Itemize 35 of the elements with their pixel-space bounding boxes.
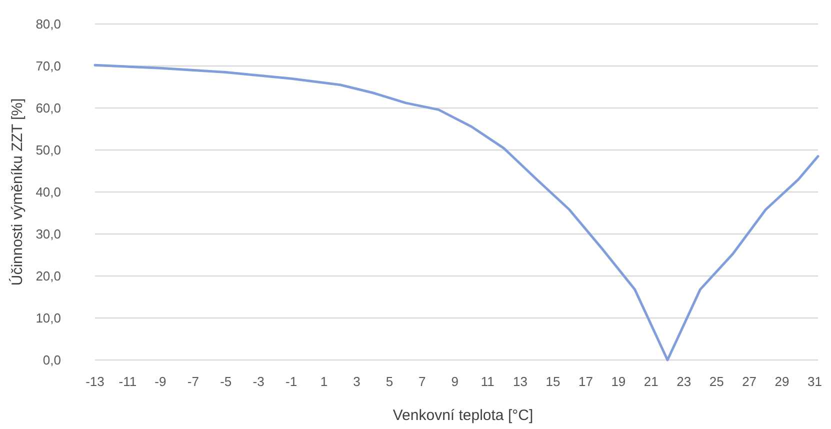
x-tick-label: 9 — [451, 374, 458, 389]
x-tick-label: -5 — [220, 374, 232, 389]
y-tick-label: 20,0 — [36, 268, 61, 284]
x-tick-label: 21 — [644, 374, 658, 389]
y-tick-label: 30,0 — [36, 226, 61, 242]
y-tick-label: 0,0 — [42, 352, 61, 368]
x-tick-label: 1 — [320, 374, 328, 389]
y-tick-label: 40,0 — [36, 184, 61, 200]
x-tick-label: 19 — [611, 374, 626, 389]
x-tick-label: 15 — [546, 374, 560, 389]
y-tick-label: 60,0 — [36, 100, 61, 116]
y-tick-label: 50,0 — [36, 142, 61, 158]
x-tick-label: -1 — [286, 374, 298, 389]
y-axis-title: Účinnosti výměníku ZZT [%] — [8, 98, 26, 286]
x-tick-label: -13 — [86, 374, 104, 389]
x-tick-label: 27 — [742, 374, 757, 389]
x-tick-label: 13 — [513, 374, 528, 389]
x-tick-label: 5 — [386, 374, 394, 389]
x-tick-label: -7 — [187, 374, 199, 389]
y-tick-label: 70,0 — [36, 58, 61, 74]
x-tick-label: 25 — [709, 374, 724, 389]
x-tick-label: 31 — [807, 374, 822, 389]
x-tick-label: -3 — [252, 374, 264, 389]
x-tick-label: -11 — [118, 374, 137, 389]
y-tick-label: 80,0 — [36, 16, 61, 32]
x-tick-label: 11 — [480, 374, 494, 389]
y-tick-label: 10,0 — [36, 310, 61, 326]
line-series — [94, 64, 820, 362]
x-tick-label: 17 — [578, 374, 593, 389]
x-axis-title: Venkovní teplota [°C] — [392, 407, 534, 424]
x-tick-label: 3 — [353, 374, 360, 389]
x-tick-label: 29 — [774, 374, 790, 389]
x-tick-label: -9 — [154, 374, 166, 389]
x-tick-label: 7 — [418, 374, 426, 389]
x-tick-label: 23 — [676, 374, 692, 389]
